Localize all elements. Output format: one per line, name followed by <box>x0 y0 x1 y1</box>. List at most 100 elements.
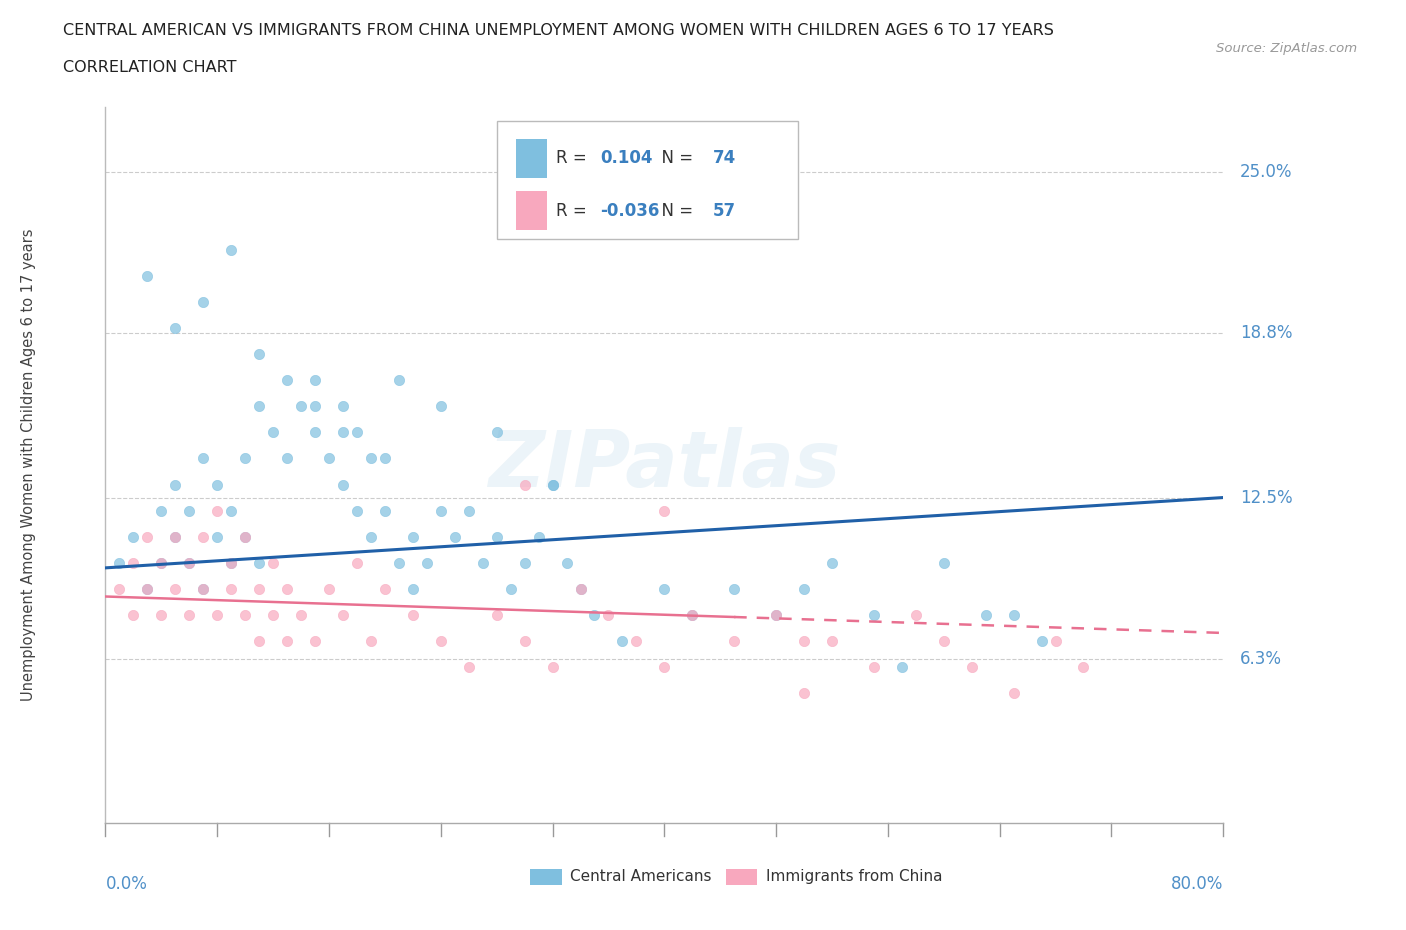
Point <box>276 633 298 648</box>
Point <box>1002 607 1025 622</box>
Point <box>821 555 844 570</box>
Point <box>247 581 270 596</box>
Text: N =: N = <box>651 202 699 219</box>
Text: N =: N = <box>651 150 699 167</box>
Point <box>457 659 479 674</box>
Point <box>652 503 676 518</box>
Point <box>262 425 284 440</box>
Point <box>652 581 676 596</box>
Point <box>499 581 522 596</box>
Text: CORRELATION CHART: CORRELATION CHART <box>63 60 236 75</box>
Text: 57: 57 <box>713 202 735 219</box>
Text: 25.0%: 25.0% <box>1240 163 1292 181</box>
Point <box>765 607 787 622</box>
Text: 0.104: 0.104 <box>600 150 654 167</box>
Text: 80.0%: 80.0% <box>1171 875 1223 893</box>
Point <box>626 633 648 648</box>
Point <box>723 581 745 596</box>
Point <box>136 581 159 596</box>
Point <box>346 503 368 518</box>
Point <box>122 607 145 622</box>
Point <box>290 607 312 622</box>
Point <box>890 659 912 674</box>
Point <box>360 633 382 648</box>
Point <box>793 685 815 700</box>
Point <box>179 503 201 518</box>
Point <box>193 295 215 310</box>
Text: 6.3%: 6.3% <box>1240 650 1282 668</box>
Point <box>247 555 270 570</box>
Point <box>122 529 145 544</box>
Text: 12.5%: 12.5% <box>1240 488 1292 507</box>
Point <box>136 269 159 284</box>
Text: 0.0%: 0.0% <box>105 875 148 893</box>
Point <box>513 633 536 648</box>
Point <box>165 321 187 336</box>
Point <box>150 555 173 570</box>
Point <box>136 529 159 544</box>
Point <box>150 607 173 622</box>
Point <box>821 633 844 648</box>
Point <box>233 529 256 544</box>
Point <box>374 503 396 518</box>
Point <box>443 529 465 544</box>
Point <box>402 607 425 622</box>
Point <box>219 555 242 570</box>
Point <box>262 607 284 622</box>
Point <box>612 633 634 648</box>
Text: R =: R = <box>555 202 592 219</box>
Point <box>555 555 578 570</box>
Point <box>569 581 592 596</box>
Point <box>1002 685 1025 700</box>
Point <box>681 607 703 622</box>
Bar <box>530 869 561 884</box>
Point <box>193 451 215 466</box>
Text: 74: 74 <box>713 150 735 167</box>
Point <box>1045 633 1067 648</box>
Point <box>205 529 228 544</box>
Point <box>1073 659 1095 674</box>
Point <box>346 425 368 440</box>
Point <box>388 555 411 570</box>
Point <box>205 503 228 518</box>
Point <box>247 399 270 414</box>
Point <box>233 529 256 544</box>
Point <box>652 659 676 674</box>
Point <box>304 633 326 648</box>
Point <box>430 503 453 518</box>
Point <box>960 659 983 674</box>
Point <box>863 659 886 674</box>
Point <box>276 373 298 388</box>
Point <box>165 581 187 596</box>
Point <box>402 529 425 544</box>
Point <box>457 503 479 518</box>
Point <box>541 477 564 492</box>
Point <box>304 399 326 414</box>
Point <box>150 503 173 518</box>
Point <box>863 607 886 622</box>
Text: Unemployment Among Women with Children Ages 6 to 17 years: Unemployment Among Women with Children A… <box>21 229 37 701</box>
Point <box>1031 633 1053 648</box>
Point <box>527 529 550 544</box>
Point <box>374 451 396 466</box>
Point <box>332 607 354 622</box>
Bar <box>516 191 547 231</box>
Point <box>219 555 242 570</box>
Point <box>318 451 340 466</box>
Point <box>360 451 382 466</box>
Point <box>360 529 382 544</box>
Point <box>205 607 228 622</box>
Point <box>765 607 787 622</box>
Point <box>541 477 564 492</box>
Point <box>205 477 228 492</box>
FancyBboxPatch shape <box>496 121 799 239</box>
Point <box>122 555 145 570</box>
Point <box>165 529 187 544</box>
Point <box>193 581 215 596</box>
Point <box>723 633 745 648</box>
Point <box>332 477 354 492</box>
Point <box>932 633 955 648</box>
Point <box>179 555 201 570</box>
Bar <box>725 869 756 884</box>
Point <box>219 503 242 518</box>
